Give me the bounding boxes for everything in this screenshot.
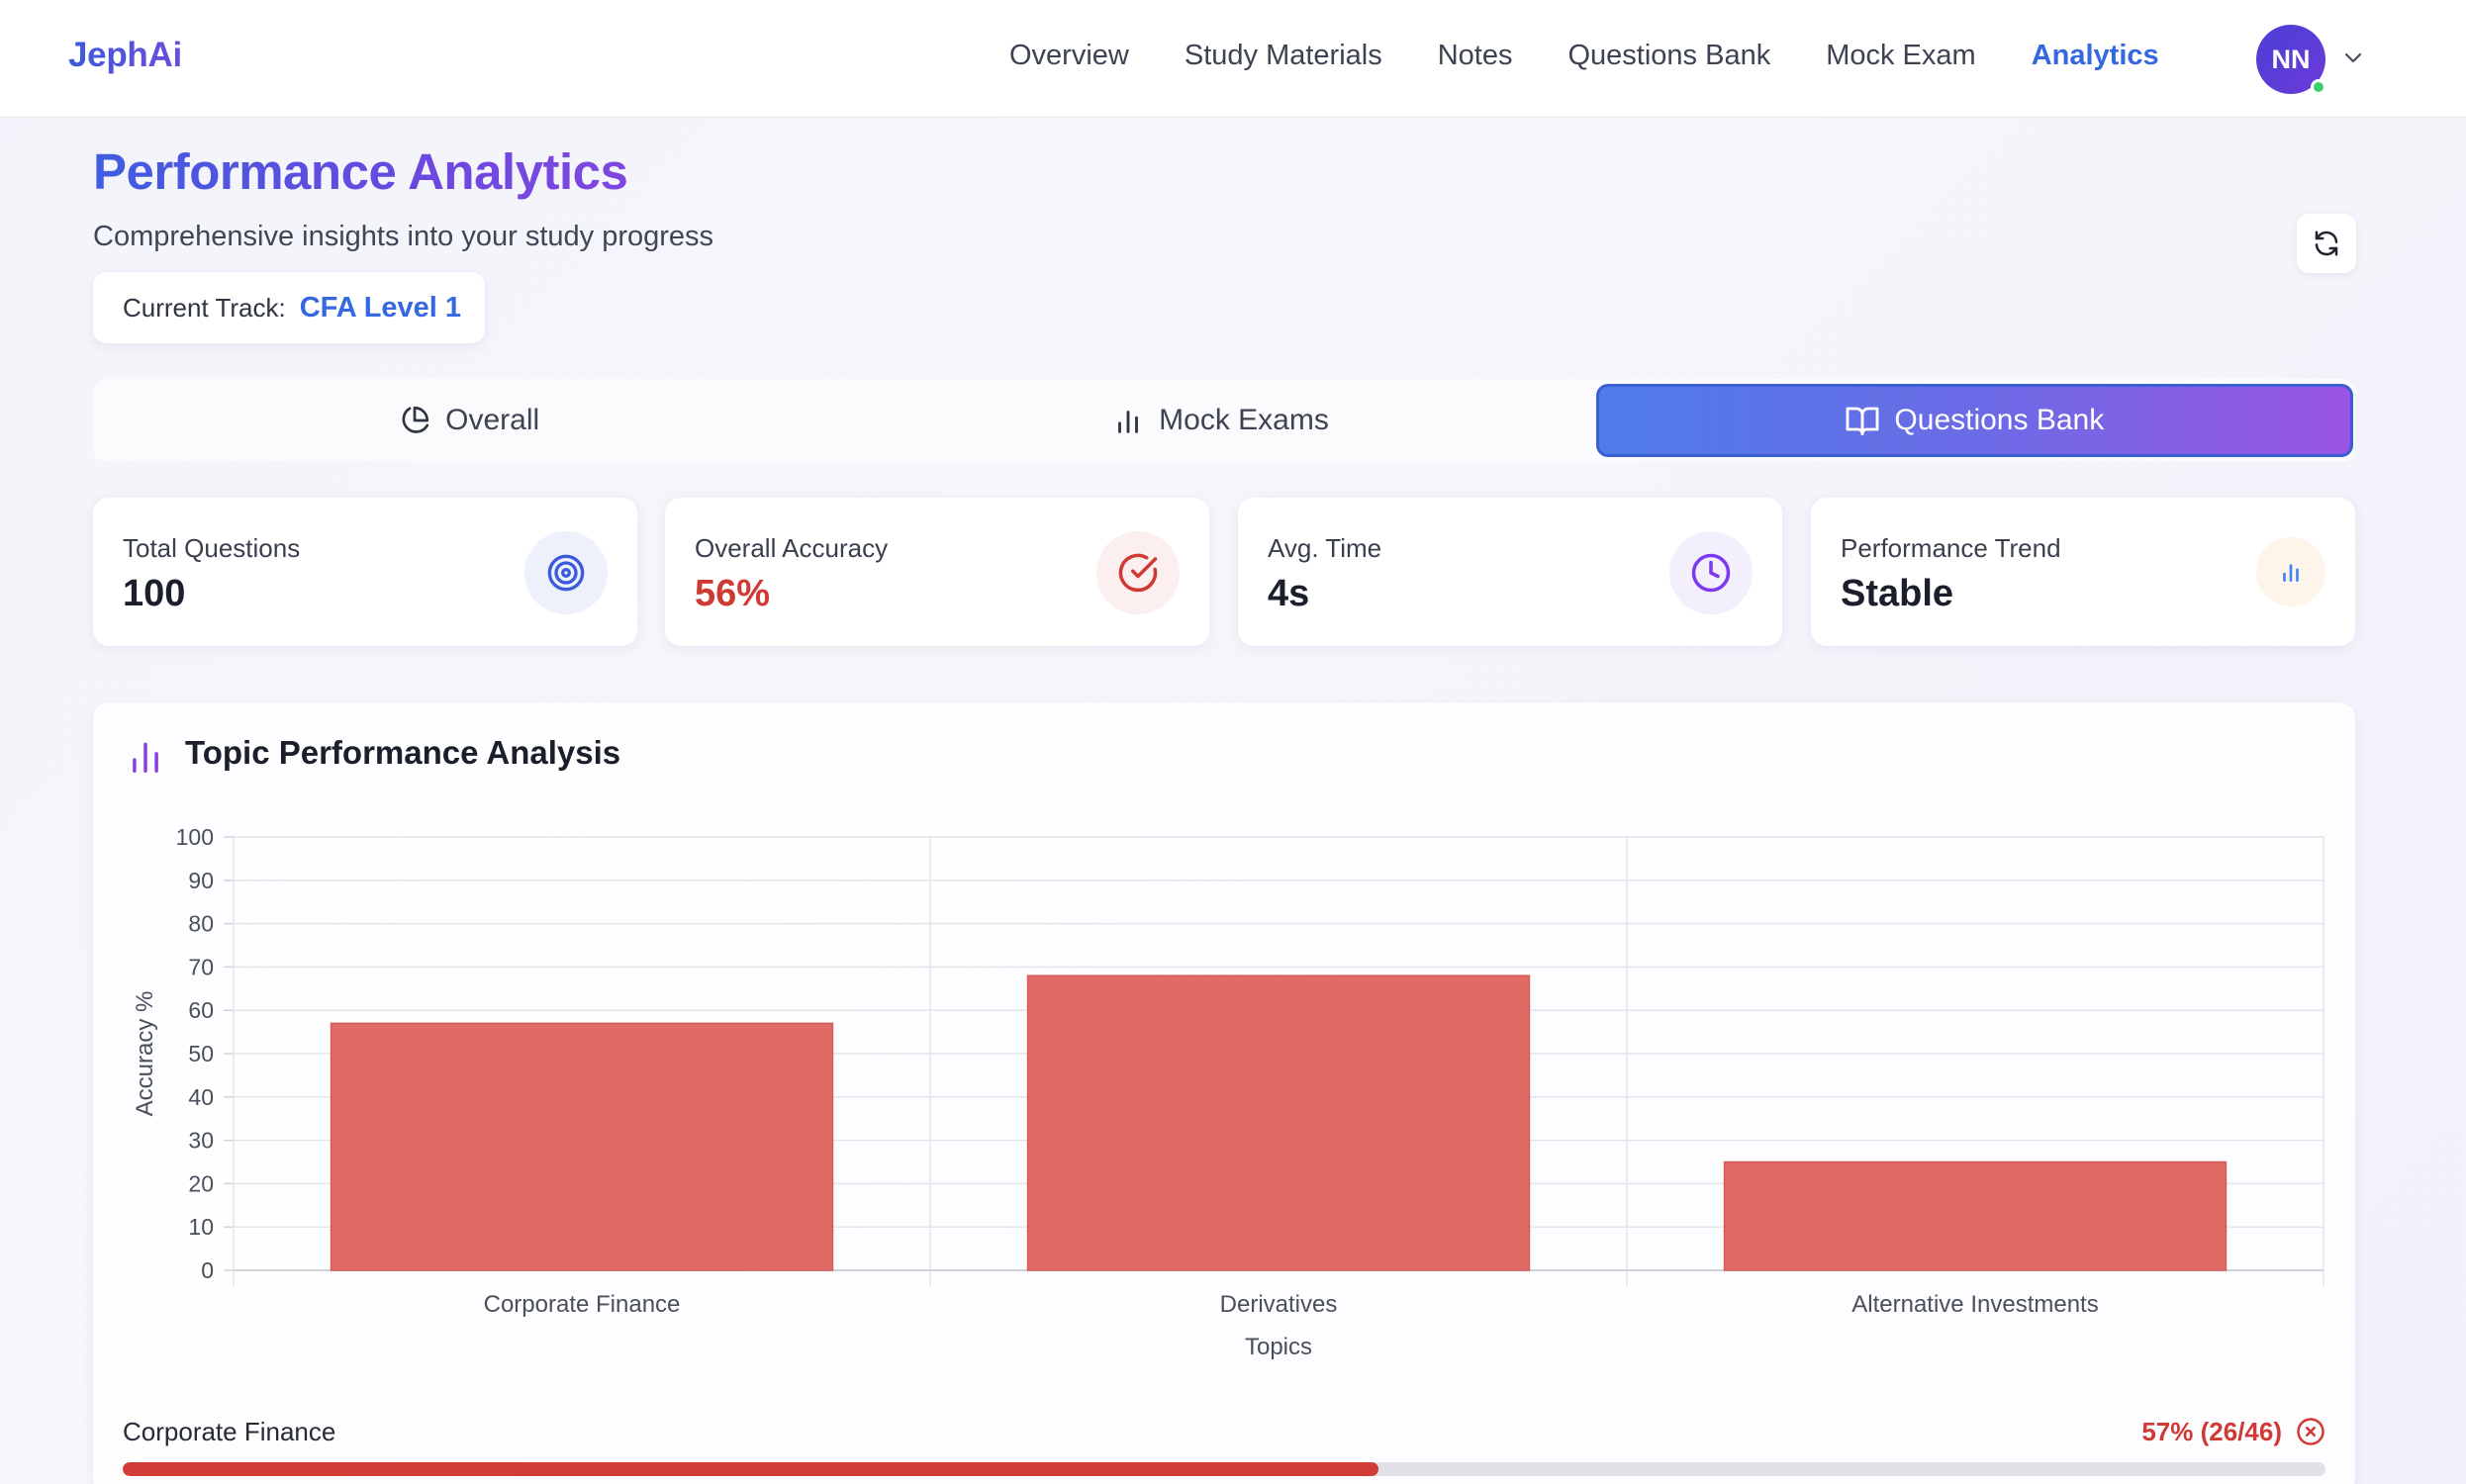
- current-track-pill: Current Track: CFA Level 1: [93, 272, 485, 343]
- tab-label: Questions Bank: [1894, 404, 2105, 436]
- bar-derivatives: [1026, 974, 1531, 1271]
- stat-label: Performance Trend: [1841, 533, 2061, 563]
- avatar[interactable]: NN: [2256, 25, 2325, 94]
- stat-value: Stable: [1841, 573, 1954, 614]
- tab-mock-exams[interactable]: Mock Exams: [844, 379, 1595, 462]
- page-title: Performance Analytics: [93, 143, 628, 200]
- x-circle-icon: [2297, 1418, 2324, 1445]
- refresh-button[interactable]: [2297, 214, 2356, 273]
- top-navbar: JephAi Overview Study Materials Notes Qu…: [0, 0, 2466, 118]
- y-tick-label: 80: [188, 911, 214, 937]
- brand-logo[interactable]: JephAi: [68, 36, 182, 74]
- topic-row-stat: 57% (26/46): [2141, 1417, 2282, 1446]
- x-tick-label: Alternative Investments: [1851, 1291, 2098, 1318]
- stat-card-total-questions: Total Questions 100: [93, 498, 637, 646]
- y-tick-label: 20: [188, 1170, 214, 1196]
- stat-label: Total Questions: [123, 533, 301, 563]
- x-axis-title: Topics: [1245, 1334, 1312, 1360]
- stat-label: Avg. Time: [1268, 533, 1382, 563]
- y-tick-label: 90: [188, 868, 214, 893]
- nav-links: Overview Study Materials Notes Questions…: [1009, 40, 2215, 72]
- stat-value: 4s: [1268, 573, 1310, 614]
- topic-row-label: Corporate Finance: [123, 1417, 336, 1446]
- track-value: CFA Level 1: [299, 291, 462, 324]
- stat-card-overall-accuracy: Overall Accuracy 56%: [665, 498, 1209, 646]
- nav-link-notes[interactable]: Notes: [1437, 40, 1513, 71]
- y-tick-label: 100: [176, 824, 214, 850]
- y-axis-title: Accuracy %: [132, 991, 158, 1117]
- stat-value: 56%: [695, 573, 771, 614]
- nav-link-study-materials[interactable]: Study Materials: [1184, 40, 1382, 71]
- book-open-icon: [1846, 407, 1879, 435]
- refresh-icon: [2315, 231, 2338, 256]
- stat-card-performance-trend: Performance Trend Stable: [1811, 498, 2355, 646]
- x-tick-label: Derivatives: [1220, 1291, 1338, 1318]
- nav-link-analytics[interactable]: Analytics: [2031, 40, 2159, 71]
- x-tick-label: Corporate Finance: [484, 1291, 681, 1318]
- tab-label: Mock Exams: [1159, 404, 1329, 436]
- bar-corporate-finance: [330, 1022, 834, 1271]
- track-label: Current Track:: [123, 292, 286, 323]
- nav-link-questions-bank[interactable]: Questions Bank: [1567, 40, 1771, 71]
- chevron-down-icon[interactable]: [2341, 46, 2365, 69]
- bar-chart-icon: [2256, 537, 2325, 606]
- y-tick-label: 10: [188, 1214, 214, 1240]
- stat-value: 100: [123, 573, 186, 614]
- target-icon: [524, 531, 608, 614]
- topic-progress-fill: [123, 1462, 1378, 1476]
- clock-icon: [1669, 531, 1753, 614]
- analytics-tabs: Overall Mock Exams Questions Bank: [93, 379, 2355, 462]
- bar-chart-icon: [1118, 411, 1139, 433]
- topic-performance-card: Topic Performance Analysis 0 10 20 30 40 50 60…: [93, 702, 2355, 1484]
- y-tick-label: 60: [188, 997, 214, 1023]
- nav-link-overview[interactable]: Overview: [1009, 40, 1129, 71]
- y-tick-label: 70: [188, 954, 214, 979]
- y-tick-label: 40: [188, 1084, 214, 1110]
- bar-alternative-investments: [1723, 1160, 2228, 1271]
- y-tick-label: 30: [188, 1128, 214, 1154]
- tab-questions-bank[interactable]: Questions Bank: [1595, 384, 2353, 457]
- page-subtitle: Comprehensive insights into your study p…: [93, 221, 714, 252]
- nav-link-mock-exam[interactable]: Mock Exam: [1826, 40, 1976, 71]
- y-tick-label: 0: [201, 1257, 214, 1283]
- stat-card-avg-time: Avg. Time 4s: [1238, 498, 1782, 646]
- y-tick-label: 50: [188, 1041, 214, 1067]
- bar-chart-icon: [133, 742, 158, 773]
- chart-title: Topic Performance Analysis: [185, 734, 621, 771]
- stat-label: Overall Accuracy: [695, 533, 889, 563]
- pie-chart-icon: [402, 406, 429, 433]
- tab-label: Overall: [445, 404, 540, 436]
- check-circle-icon: [1096, 531, 1180, 614]
- tab-overall[interactable]: Overall: [93, 379, 844, 462]
- online-status-dot: [2311, 79, 2326, 95]
- topic-progress-bar: [123, 1462, 2325, 1476]
- topic-performance-chart: 0 10 20 30 40 50 60 70 80 90 100 Corporate Finance D…: [132, 824, 2324, 1360]
